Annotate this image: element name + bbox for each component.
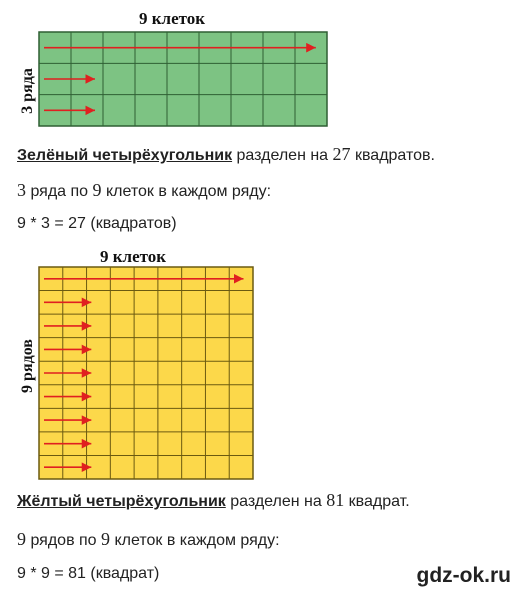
green-line2-num2: 9 bbox=[92, 180, 102, 200]
green-line1-rest: разделен на bbox=[232, 147, 333, 164]
green-line2-end: клеток в каждом ряду: bbox=[101, 183, 272, 200]
yellow-text-line-3: 9 * 9 = 81 (квадрат) bbox=[17, 565, 160, 582]
yellow-line1-end: квадрат. bbox=[344, 493, 410, 510]
green-line1-num: 27 bbox=[332, 144, 351, 164]
green-text-line-1: Зелёный четырёхугольник разделен на 27 к… bbox=[17, 144, 435, 165]
green-line1-end: квадратов. bbox=[350, 147, 435, 164]
green-line2-num1: 3 bbox=[17, 180, 26, 200]
yellow-grid bbox=[38, 266, 254, 480]
yellow-line2-mid: рядов по bbox=[26, 532, 102, 549]
yellow-line1-num: 81 bbox=[326, 490, 345, 510]
yellow-text-line-1: Жёлтый четырёхугольник разделен на 81 кв… bbox=[17, 490, 410, 511]
yellow-figure-title: 9 клеток bbox=[100, 247, 167, 266]
yellow-term: Жёлтый четырёхугольник bbox=[17, 493, 226, 510]
green-text-line-3: 9 * 3 = 27 (квадратов) bbox=[17, 215, 177, 232]
green-term: Зелёный четырёхугольник bbox=[17, 147, 233, 164]
yellow-text-line-2: 9 рядов по 9 клеток в каждом ряду: bbox=[17, 529, 280, 550]
yellow-line2-end: клеток в каждом ряду: bbox=[110, 532, 280, 549]
yellow-figure-side-label: 9 рядов bbox=[19, 339, 36, 393]
green-text-line-2: 3 ряда по 9 клеток в каждом ряду: bbox=[17, 180, 271, 201]
yellow-line2-num2: 9 bbox=[101, 529, 111, 549]
yellow-line1-rest: разделен на bbox=[225, 493, 327, 510]
site-watermark: gdz-ok.ru bbox=[416, 564, 512, 587]
green-figure-side-label: 3 ряда bbox=[19, 68, 36, 114]
green-line2-mid: ряда по bbox=[26, 183, 93, 200]
green-grid bbox=[38, 31, 328, 127]
green-figure-title: 9 клеток bbox=[139, 9, 206, 28]
yellow-line2-num1: 9 bbox=[17, 529, 26, 549]
